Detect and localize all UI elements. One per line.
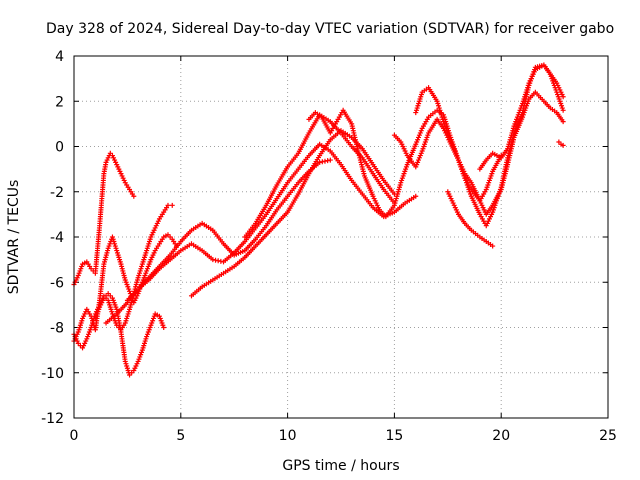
y-axis-label: SDTVAR / TECUs [6,180,22,295]
chart-title: Day 328 of 2024, Sidereal Day-to-day VTE… [46,21,614,37]
x-tick-label: 5 [176,428,185,444]
y-tick-label: -6 [50,275,64,291]
series-track-7 [188,128,397,299]
y-tick-label: 2 [55,94,64,110]
data-point [413,193,419,199]
series-track-4 [92,291,167,378]
x-tick-label: 25 [599,428,617,444]
x-tick-label: 15 [385,428,403,444]
data-point [169,202,175,208]
y-tick-label: 0 [55,140,64,156]
axis-ticks: 0 5 10 15 20 25 -12 -10 -8 -6 -4 -2 0 2 4 [41,49,617,444]
series-track-6 [124,157,333,303]
y-tick-label: 4 [55,49,64,65]
data-point [560,119,566,125]
y-tick-label: -12 [41,411,64,427]
x-tick-label: 10 [279,428,297,444]
x-tick-label: 20 [492,428,510,444]
series-track-11 [413,62,566,229]
grid-lines [74,56,608,418]
data-point [560,142,566,148]
series-track-14 [556,139,566,148]
series-track-8 [242,112,397,240]
data-point [560,107,566,113]
data-point [131,193,137,199]
x-tick-label: 0 [70,428,79,444]
data-point [560,94,566,100]
series-track-3 [71,202,175,351]
series-track-1 [71,150,137,288]
data-point [327,157,333,163]
y-tick-label: -8 [50,321,64,337]
y-tick-label: -4 [50,230,64,246]
y-tick-label: -2 [50,185,64,201]
series-track-13 [477,62,566,172]
data-point [161,325,167,330]
data-point [165,202,171,208]
data-point [490,243,496,249]
data-points [71,62,566,378]
series-track-12 [445,189,496,249]
y-tick-label: -10 [41,366,64,382]
series-track-10 [391,89,566,217]
plot-frame [73,55,609,419]
x-axis-label: GPS time / hours [282,458,399,474]
